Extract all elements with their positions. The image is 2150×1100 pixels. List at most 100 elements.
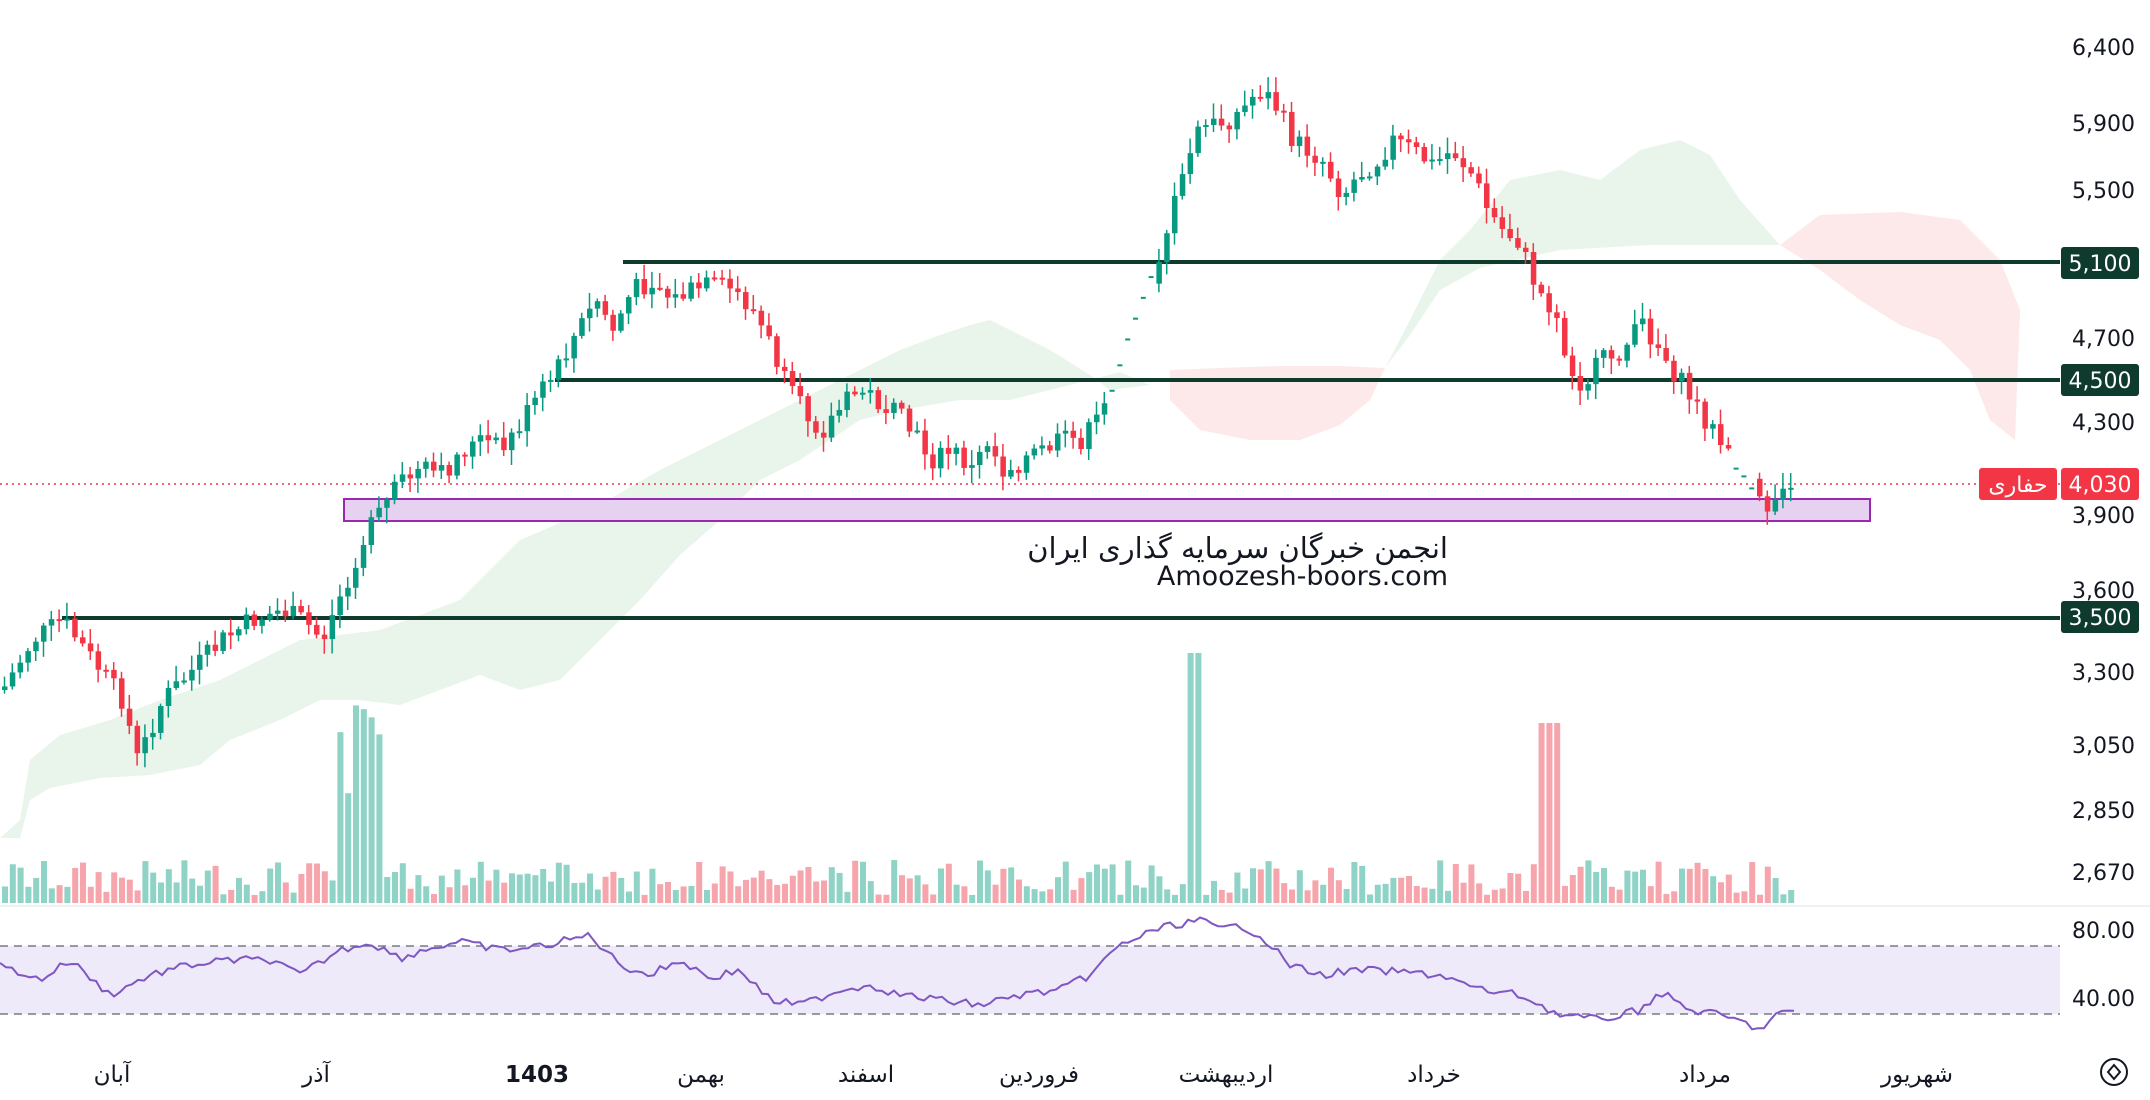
candle-body: [399, 474, 406, 482]
volume-bar: [1078, 878, 1085, 903]
candle-body: [212, 644, 219, 651]
price-axis[interactable]: 6,400 5,900 5,500 4,700 4,300 3,900 3,60…: [1979, 36, 2139, 886]
volume-bar: [1445, 890, 1451, 903]
volume-bar: [610, 871, 617, 903]
candle-body: [1211, 118, 1217, 126]
candle-body: [33, 641, 39, 652]
time-label-shahrivar: شهریور: [1880, 1062, 1953, 1088]
volume-bar: [914, 875, 921, 903]
candle-body: [56, 619, 63, 622]
candle-body: [626, 297, 632, 314]
volume-bar: [1655, 861, 1662, 903]
candle-body: [1351, 179, 1357, 193]
volume-bar: [243, 884, 250, 903]
candle-body: [844, 391, 850, 411]
volume-bar: [438, 875, 445, 903]
candle-body: [992, 446, 999, 457]
volume-bar: [774, 885, 781, 903]
current-price-text: 4,030: [2069, 473, 2132, 498]
volume-bar: [1367, 894, 1373, 903]
candle-body: [680, 294, 687, 299]
volume-bar: [743, 879, 749, 903]
candle-body: [1016, 470, 1022, 473]
candle-body: [1538, 284, 1545, 294]
volume-bar: [680, 886, 687, 903]
price-tick-5500: 5,500: [2072, 179, 2135, 204]
volume-bar: [1764, 866, 1771, 903]
volume-bar: [501, 882, 508, 903]
candle-body: [1312, 155, 1318, 163]
candle-body: [1257, 96, 1264, 99]
candle-body: [1452, 153, 1459, 159]
candle-body: [446, 465, 453, 476]
candle-body: [1608, 350, 1615, 359]
volume-bar: [1086, 872, 1093, 903]
candle-body: [1554, 312, 1560, 318]
candle-body: [415, 468, 421, 479]
candle-body: [1023, 455, 1030, 473]
volume-bar: [883, 894, 890, 903]
volume-bar: [797, 870, 804, 903]
candle-body: [1671, 360, 1677, 382]
candle-body: [641, 279, 648, 295]
volume-bar: [1577, 866, 1584, 903]
candle-body: [197, 654, 203, 670]
candle-body: [1616, 358, 1623, 361]
cloud-bull-2: [1385, 140, 1780, 368]
candle-body: [314, 624, 320, 635]
volume-bar: [1101, 868, 1108, 903]
candle-body: [860, 392, 866, 395]
candle-body: [969, 465, 975, 468]
volume-bar: [852, 860, 859, 903]
candle-body: [438, 465, 445, 471]
candle-body: [828, 415, 835, 438]
chart-settings-icon[interactable]: [2100, 1058, 2128, 1086]
volume-bar: [368, 717, 375, 903]
volume-bar: [1507, 873, 1514, 903]
candle-body: [688, 282, 694, 299]
volume-bar: [1218, 889, 1225, 903]
candle-body: [126, 708, 133, 726]
price-tick-3600: 3,600: [2072, 579, 2135, 604]
support-zone[interactable]: [343, 498, 1871, 522]
time-label-aban: آبان: [94, 1060, 132, 1088]
volume-bar: [1663, 893, 1670, 903]
volume-bar: [1733, 892, 1740, 903]
volume-bar: [1538, 723, 1545, 903]
time-axis[interactable]: آبان آذر 1403 بهمن اسفند فروردین اردیبهش…: [94, 1058, 2128, 1088]
candle-body: [1788, 487, 1794, 490]
volume-bar: [875, 894, 882, 903]
candle-body: [797, 386, 804, 397]
volume-bar: [579, 882, 586, 903]
candle-body: [906, 408, 913, 432]
candle-body: [953, 447, 960, 454]
candle-body: [1640, 318, 1646, 325]
cloud-bear-2: [1780, 212, 2020, 440]
volume-bar: [626, 891, 632, 903]
volume-bar: [813, 881, 820, 903]
volume-bar: [899, 875, 905, 903]
volume-bar: [618, 877, 625, 903]
volume-bar: [1491, 889, 1498, 903]
volume-bar: [17, 867, 24, 903]
rsi-pane[interactable]: 80.00 40.00: [0, 916, 2135, 1031]
volume-bar: [64, 886, 71, 903]
volume-bar: [1257, 869, 1264, 903]
candle-body: [1499, 217, 1506, 229]
volume-bar: [337, 732, 344, 903]
candle-body: [1624, 344, 1630, 361]
volume-bar: [1343, 888, 1350, 903]
time-label-farvardin: فروردین: [999, 1062, 1079, 1088]
volume-bar: [485, 880, 492, 903]
volume-bar: [1780, 894, 1787, 903]
candle-body: [961, 447, 967, 468]
candle-body: [1031, 448, 1038, 456]
volume-bar: [314, 863, 320, 903]
candle-body: [852, 391, 858, 395]
volume-bar: [758, 870, 765, 903]
volume-bar: [1772, 878, 1779, 903]
candle-body: [1086, 422, 1092, 450]
volume-bar: [1616, 889, 1623, 903]
